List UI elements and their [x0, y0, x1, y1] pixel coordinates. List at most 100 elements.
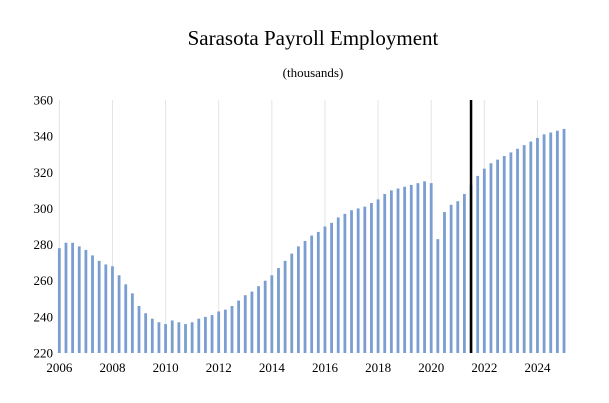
bar-9 — [117, 275, 121, 353]
bar-63 — [476, 175, 480, 353]
bar-43 — [343, 213, 347, 353]
bar-59 — [449, 204, 453, 353]
bar-21 — [197, 318, 201, 353]
bars — [57, 128, 566, 353]
bar-45 — [356, 208, 360, 353]
x-tick-2012: 2012 — [206, 360, 232, 375]
chart-subtitle: (thousands) — [283, 65, 344, 80]
y-tick-360: 360 — [34, 93, 54, 108]
bar-46 — [363, 206, 367, 353]
chart-title: Sarasota Payroll Employment — [188, 26, 439, 50]
bar-47 — [370, 203, 373, 353]
x-tick-2024: 2024 — [524, 360, 551, 375]
bar-35 — [290, 253, 294, 353]
bar-69 — [516, 148, 519, 353]
bar-55 — [423, 181, 426, 353]
x-axis-ticks: 2006 2008 2010 2012 2014 2016 2018 2020 2022 2024 — [46, 360, 551, 375]
bar-64 — [482, 168, 486, 353]
bar-37 — [303, 240, 307, 353]
bar-19 — [184, 324, 187, 353]
bar-44 — [350, 210, 353, 353]
bar-76 — [562, 128, 566, 353]
bar-50 — [389, 190, 393, 353]
bar-10 — [124, 284, 128, 353]
x-tick-2020: 2020 — [418, 360, 444, 375]
bar-17 — [170, 320, 174, 353]
bar-3 — [77, 246, 81, 353]
y-axis-ticks: 220 240 260 280 300 320 340 360 — [34, 93, 54, 361]
bar-0 — [57, 248, 61, 353]
bar-61 — [463, 193, 466, 353]
y-tick-240: 240 — [34, 309, 54, 324]
bar-39 — [316, 231, 320, 353]
bar-14 — [150, 318, 154, 353]
bar-5 — [91, 255, 94, 353]
x-tick-2006: 2006 — [46, 360, 73, 375]
bar-7 — [104, 264, 108, 353]
bar-68 — [509, 152, 513, 353]
bar-24 — [217, 311, 221, 353]
bar-26 — [230, 306, 234, 353]
bar-11 — [130, 293, 134, 353]
bar-40 — [323, 226, 327, 353]
bar-60 — [456, 201, 460, 353]
bar-23 — [210, 315, 214, 353]
y-tick-280: 280 — [34, 237, 54, 252]
bar-49 — [383, 193, 387, 353]
bar-32 — [270, 275, 274, 353]
bar-72 — [536, 137, 539, 353]
bar-6 — [97, 260, 101, 353]
bar-41 — [330, 222, 333, 353]
bar-12 — [137, 306, 141, 353]
x-tick-2018: 2018 — [365, 360, 391, 375]
bar-31 — [263, 280, 267, 353]
y-tick-340: 340 — [34, 129, 54, 144]
y-tick-300: 300 — [34, 201, 54, 216]
bar-52 — [403, 186, 407, 353]
bar-54 — [416, 183, 420, 353]
bar-28 — [243, 295, 247, 353]
bar-22 — [204, 316, 207, 353]
bar-1 — [64, 242, 68, 353]
bar-42 — [336, 217, 340, 353]
bar-36 — [296, 246, 300, 353]
bar-74 — [549, 132, 553, 353]
bar-65 — [489, 163, 493, 353]
bar-70 — [522, 145, 526, 353]
bar-13 — [144, 313, 148, 353]
bar-67 — [502, 156, 506, 353]
bar-15 — [157, 322, 161, 353]
y-tick-260: 260 — [34, 273, 54, 288]
bar-53 — [409, 184, 413, 353]
bar-33 — [277, 268, 280, 353]
y-tick-320: 320 — [34, 165, 54, 180]
bar-18 — [177, 322, 181, 353]
bar-51 — [396, 188, 400, 353]
bar-48 — [376, 199, 380, 353]
bar-56 — [429, 183, 433, 353]
bar-75 — [555, 130, 559, 353]
x-tick-2010: 2010 — [153, 360, 179, 375]
bar-57 — [436, 239, 440, 353]
bar-38 — [310, 235, 314, 353]
bar-58 — [443, 212, 446, 353]
bar-30 — [257, 286, 260, 353]
bar-25 — [223, 309, 227, 353]
bar-27 — [237, 300, 241, 353]
x-tick-2008: 2008 — [99, 360, 125, 375]
x-tick-2016: 2016 — [312, 360, 339, 375]
bar-71 — [529, 141, 533, 353]
bar-29 — [250, 291, 254, 353]
y-tick-220: 220 — [34, 346, 54, 361]
bar-20 — [190, 322, 194, 353]
bar-8 — [111, 266, 114, 353]
bar-66 — [496, 159, 500, 353]
x-tick-2014: 2014 — [259, 360, 286, 375]
bar-4 — [84, 249, 88, 353]
bar-16 — [164, 324, 167, 353]
bar-73 — [542, 134, 546, 353]
bar-2 — [71, 242, 75, 353]
bar-34 — [283, 260, 287, 353]
x-tick-2022: 2022 — [471, 360, 497, 375]
